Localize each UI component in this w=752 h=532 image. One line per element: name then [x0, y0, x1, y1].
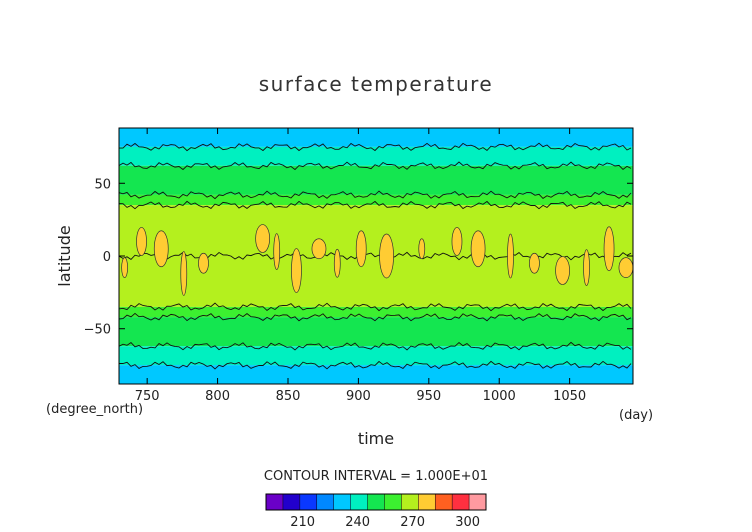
x-axis: 750 800 850 900 950 1000 1050 [135, 128, 586, 404]
x-tick-label: 900 [346, 389, 371, 404]
x-tick-label: 800 [205, 389, 230, 404]
warm-patch [418, 238, 426, 260]
temperature-band [119, 194, 633, 206]
chart-title: surface temperature [259, 72, 494, 96]
warm-patch [311, 238, 327, 260]
colorbar-swatch [333, 494, 351, 510]
colorbar-swatch [266, 494, 283, 510]
warm-patch [603, 226, 615, 272]
warm-patch [583, 249, 590, 286]
colorbar-frame [265, 493, 487, 511]
warm-patch [291, 248, 302, 293]
contour-line [119, 312, 632, 322]
temperature-band [119, 365, 633, 384]
warm-patches [121, 224, 633, 296]
x-units-label: (day) [619, 408, 653, 423]
temperature-band [119, 146, 633, 166]
contour-line [119, 161, 632, 171]
y-units-label: (degree_north) [46, 402, 143, 417]
temperature-band [119, 205, 633, 256]
warm-patch [136, 227, 147, 256]
contour-line [119, 360, 632, 370]
colorbar-swatch [316, 494, 334, 510]
temperature-bands [119, 128, 633, 384]
contour-interval-label: CONTOUR INTERVAL = 1.000E+01 [264, 469, 488, 484]
x-axis-label: time [358, 429, 394, 448]
colorbar: 210 240 270 300 [265, 493, 487, 530]
x-tick-label: 1050 [553, 389, 586, 404]
contour-line [119, 142, 632, 152]
y-axis-label: latitude [55, 225, 74, 286]
colorbar-tick-label: 240 [345, 515, 370, 530]
x-tick-label: 1000 [483, 389, 516, 404]
contour-line [119, 190, 632, 200]
warm-patch [555, 256, 570, 285]
warm-patch [273, 233, 281, 270]
warm-patch [529, 252, 540, 274]
warm-patch [255, 224, 270, 253]
colorbar-swatch [452, 494, 470, 510]
temperature-band [119, 346, 633, 366]
colorbar-swatch [350, 494, 368, 510]
temperature-band [119, 128, 633, 147]
warm-patch [451, 227, 463, 256]
colorbar-tick-label: 210 [290, 515, 315, 530]
contour-line [119, 200, 632, 210]
warm-patch [618, 257, 633, 278]
colorbar-swatch [435, 494, 453, 510]
temperature-band [119, 165, 633, 195]
warm-patch [333, 248, 341, 278]
colorbar-swatch [299, 494, 317, 510]
y-tick-label: −50 [84, 323, 111, 338]
temperature-band [119, 317, 633, 347]
colorbar-swatch [384, 494, 402, 510]
colorbar-swatch [401, 494, 419, 510]
colorbar-tick-label: 270 [400, 515, 425, 530]
warm-patch [153, 230, 169, 268]
plot-area [119, 128, 633, 384]
contour-line [119, 302, 632, 312]
warm-patch [121, 257, 128, 278]
x-tick-label: 850 [276, 389, 301, 404]
x-tick-label: 750 [135, 389, 160, 404]
x-tick-label: 950 [416, 389, 441, 404]
temperature-band [119, 256, 633, 307]
warm-patch [180, 251, 188, 296]
colorbar-swatch [367, 494, 385, 510]
colorbar-tick-label: 300 [455, 515, 480, 530]
y-axis: −50 0 50 [84, 177, 633, 338]
y-tick-label: 50 [94, 177, 111, 192]
temperature-band [119, 306, 633, 318]
contour-line [119, 341, 632, 351]
colorbar-swatch [418, 494, 436, 510]
warm-patch [470, 230, 486, 268]
colorbar-swatch [282, 494, 300, 510]
warm-patch [198, 252, 209, 274]
colorbar-swatch [469, 494, 486, 510]
warm-patch [507, 233, 514, 279]
warm-patch [379, 233, 394, 279]
y-tick-label: 0 [103, 250, 111, 265]
warm-patch [355, 230, 367, 268]
